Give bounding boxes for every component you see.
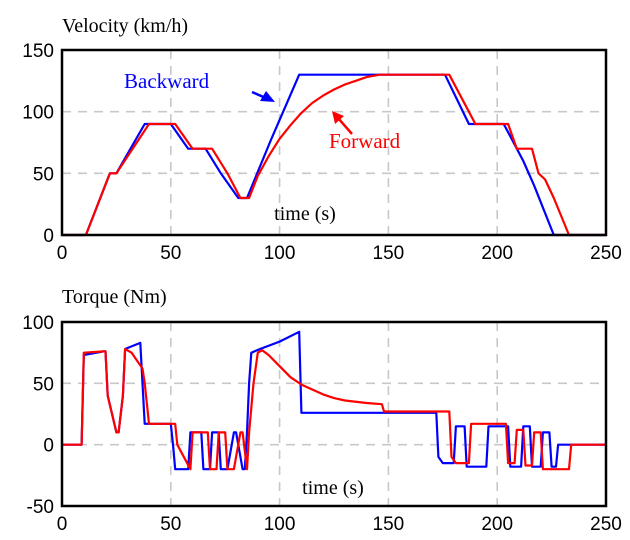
x-tick-label: 100 xyxy=(264,514,296,535)
velocity-axes-frame xyxy=(60,48,608,237)
velocity-xlabel: time (s) xyxy=(274,203,336,225)
y-tick-label: 150 xyxy=(22,41,54,62)
torque-lines xyxy=(62,330,606,471)
x-tick-label: 250 xyxy=(590,243,622,264)
velocity-grid xyxy=(62,50,606,235)
velocity-panel: Velocity (km/h) 0 50 100 150 200 250 0 50 100 150… xyxy=(22,15,622,264)
backward-series-line xyxy=(62,330,606,471)
x-tick-label: 200 xyxy=(481,514,513,535)
y-tick-label: -50 xyxy=(27,497,54,518)
torque-title: Torque (Nm) xyxy=(62,286,167,308)
y-tick-label: 50 xyxy=(33,164,54,185)
torque-axes-frame xyxy=(60,320,608,508)
y-tick-label: 50 xyxy=(33,374,54,395)
forward-annotation: Forward xyxy=(329,129,401,153)
backward-arrow xyxy=(251,90,275,102)
torque-xlabel: time (s) xyxy=(302,477,364,499)
forward-arrow xyxy=(332,111,353,135)
x-tick-label: 50 xyxy=(160,243,181,264)
forward-series-line xyxy=(62,73,606,237)
x-tick-label: 150 xyxy=(373,514,405,535)
x-tick-label: 50 xyxy=(160,514,181,535)
x-tick-label: 150 xyxy=(373,243,405,264)
y-tick-label: 0 xyxy=(43,436,54,457)
y-tick-label: 0 xyxy=(43,226,54,247)
x-tick-label: 200 xyxy=(481,243,513,264)
velocity-lines xyxy=(62,73,606,237)
velocity-tick-labels: 0 50 100 150 200 250 0 50 100 150 xyxy=(22,41,622,264)
x-tick-label: 0 xyxy=(57,514,68,535)
forward-series-line xyxy=(62,347,606,471)
x-tick-label: 100 xyxy=(264,243,296,264)
x-tick-label: 0 xyxy=(57,243,68,264)
x-tick-label: 250 xyxy=(590,514,622,535)
y-tick-label: 100 xyxy=(22,313,54,334)
velocity-title: Velocity (km/h) xyxy=(62,15,188,37)
y-tick-label: 100 xyxy=(22,103,54,124)
backward-annotation: Backward xyxy=(124,69,210,93)
